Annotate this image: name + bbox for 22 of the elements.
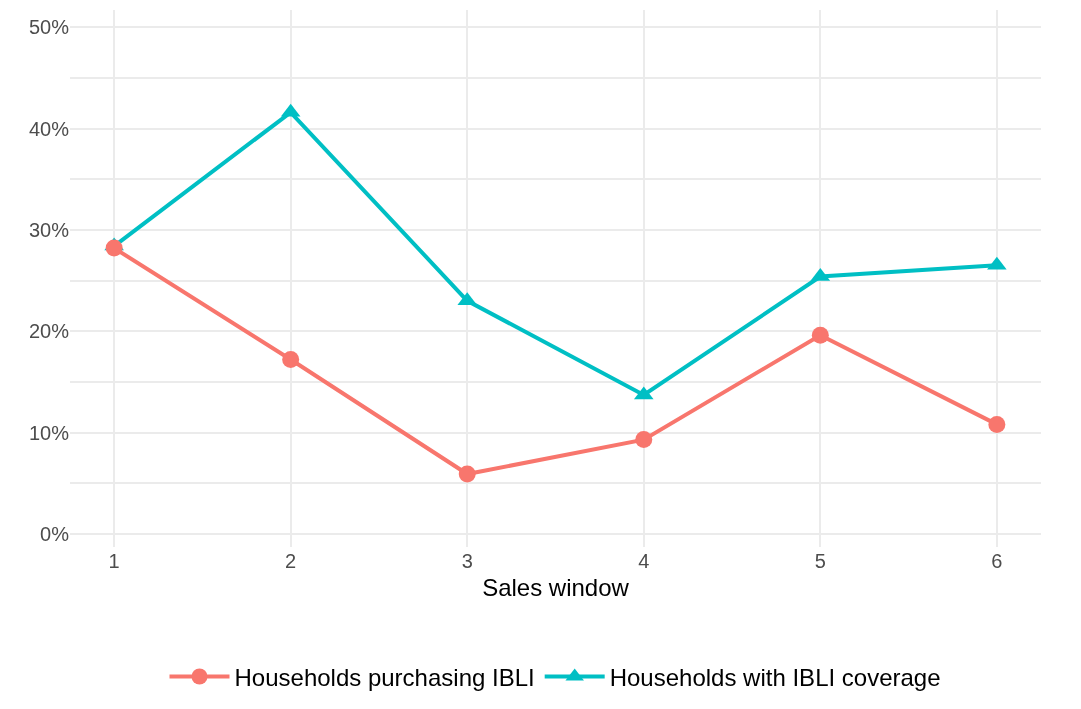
x-tick-label: 1 — [108, 550, 120, 572]
legend-label: Households purchasing IBLI — [234, 663, 535, 691]
x-tick-label: 4 — [638, 550, 650, 572]
point — [458, 465, 476, 483]
point — [988, 415, 1006, 433]
y-tick-label: 30% — [28, 218, 70, 241]
y-tick-label: 10% — [28, 421, 70, 444]
y-tick-label: 0% — [40, 522, 70, 545]
point — [635, 431, 653, 449]
point — [282, 351, 300, 369]
point — [987, 256, 1007, 270]
point — [811, 326, 829, 344]
x-tick-label: 2 — [285, 550, 297, 572]
y-tick-label: 50% — [28, 16, 70, 39]
x-tick-label: 5 — [814, 550, 826, 572]
y-tick-label: 20% — [28, 320, 70, 343]
x-tick-label: 3 — [461, 550, 473, 572]
point — [105, 239, 123, 257]
legend-label: Households with IBLI coverage — [609, 663, 941, 691]
y-tick-label: 40% — [28, 117, 70, 140]
x-tick-label: 6 — [991, 550, 1003, 572]
x-axis-title: Sales window — [482, 574, 630, 602]
